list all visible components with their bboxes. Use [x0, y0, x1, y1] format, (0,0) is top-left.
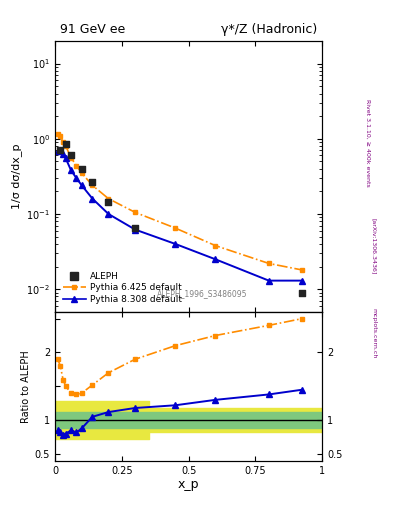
Pythia 8.308 default	[90, 196, 95, 202]
ALEPH	[68, 152, 74, 160]
Pythia 8.308 default	[69, 167, 73, 174]
ALEPH	[79, 165, 85, 173]
Pythia 8.308 default	[61, 152, 65, 158]
Y-axis label: Ratio to ALEPH: Ratio to ALEPH	[20, 350, 31, 423]
Pythia 8.308 default	[266, 278, 271, 284]
Pythia 8.308 default	[213, 256, 218, 262]
Text: Rivet 3.1.10, ≥ 400k events: Rivet 3.1.10, ≥ 400k events	[365, 99, 370, 187]
Pythia 6.425 default	[106, 196, 111, 202]
ALEPH	[132, 224, 138, 232]
X-axis label: x_p: x_p	[178, 478, 199, 492]
Line: Pythia 8.308 default: Pythia 8.308 default	[55, 146, 305, 284]
Pythia 6.425 default	[61, 139, 65, 145]
Pythia 6.425 default	[69, 155, 73, 161]
Pythia 6.425 default	[58, 133, 63, 139]
Text: 91 GeV ee: 91 GeV ee	[61, 23, 126, 35]
Pythia 8.308 default	[79, 182, 84, 188]
Pythia 8.308 default	[63, 155, 68, 161]
Text: ALEPH_1996_S3486095: ALEPH_1996_S3486095	[157, 289, 247, 298]
Legend: ALEPH, Pythia 6.425 default, Pythia 8.308 default: ALEPH, Pythia 6.425 default, Pythia 8.30…	[59, 269, 186, 307]
Pythia 6.425 default	[55, 131, 60, 137]
Pythia 6.425 default	[266, 261, 271, 267]
Pythia 6.425 default	[63, 143, 68, 149]
Y-axis label: 1/σ dσ/dx_p: 1/σ dσ/dx_p	[11, 144, 22, 209]
ALEPH	[299, 289, 305, 297]
Pythia 6.425 default	[133, 209, 138, 216]
ALEPH	[57, 145, 64, 154]
Text: γ*/Z (Hadronic): γ*/Z (Hadronic)	[220, 23, 317, 35]
Pythia 8.308 default	[55, 148, 60, 155]
Pythia 8.308 default	[106, 211, 111, 217]
Pythia 8.308 default	[173, 241, 178, 247]
ALEPH	[62, 140, 69, 148]
Text: mcplots.cern.ch: mcplots.cern.ch	[372, 308, 376, 358]
Pythia 6.425 default	[173, 225, 178, 231]
Pythia 6.425 default	[213, 243, 218, 249]
Pythia 8.308 default	[300, 278, 305, 284]
Pythia 6.425 default	[74, 162, 79, 168]
Pythia 8.308 default	[58, 146, 63, 153]
Pythia 6.425 default	[300, 267, 305, 273]
Pythia 8.308 default	[133, 226, 138, 232]
Line: Pythia 6.425 default: Pythia 6.425 default	[55, 132, 305, 272]
Pythia 6.425 default	[90, 182, 95, 188]
ALEPH	[105, 198, 112, 206]
Pythia 8.308 default	[74, 175, 79, 181]
Text: [arXiv:1306.3436]: [arXiv:1306.3436]	[372, 218, 376, 274]
ALEPH	[89, 178, 95, 186]
Pythia 6.425 default	[79, 170, 84, 176]
